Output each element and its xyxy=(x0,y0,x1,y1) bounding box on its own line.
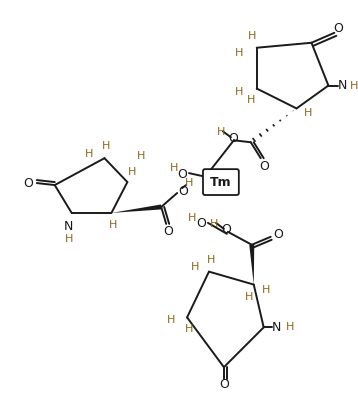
Text: H: H xyxy=(234,48,243,58)
Text: H: H xyxy=(185,178,193,188)
Text: N: N xyxy=(272,321,281,334)
Text: O: O xyxy=(23,177,33,190)
Text: O: O xyxy=(221,223,231,236)
Polygon shape xyxy=(249,245,254,284)
Text: O: O xyxy=(196,217,206,230)
Text: O: O xyxy=(259,160,268,173)
Text: H: H xyxy=(109,220,118,230)
Text: O: O xyxy=(177,167,187,181)
Text: H: H xyxy=(128,167,136,177)
Text: O: O xyxy=(274,228,284,241)
Text: N: N xyxy=(338,79,347,92)
Text: H: H xyxy=(285,322,294,332)
Text: H: H xyxy=(191,261,199,272)
Text: H: H xyxy=(137,151,145,161)
Text: H: H xyxy=(261,284,270,295)
Text: H: H xyxy=(102,141,111,151)
FancyBboxPatch shape xyxy=(203,169,239,195)
Text: H: H xyxy=(234,87,243,96)
Text: H: H xyxy=(167,315,175,325)
Text: H: H xyxy=(248,31,256,41)
Text: O: O xyxy=(178,184,188,198)
Text: H: H xyxy=(350,81,358,90)
Text: H: H xyxy=(217,127,225,137)
Text: O: O xyxy=(219,378,229,391)
Polygon shape xyxy=(111,205,161,213)
Text: H: H xyxy=(188,213,196,223)
Text: H: H xyxy=(84,149,93,159)
Text: H: H xyxy=(170,163,178,173)
Text: O: O xyxy=(228,132,238,145)
Text: H: H xyxy=(207,255,215,265)
Text: H: H xyxy=(64,234,73,244)
Text: O: O xyxy=(333,23,343,35)
Text: H: H xyxy=(245,292,253,301)
Text: H: H xyxy=(304,108,313,118)
Text: Tm: Tm xyxy=(210,175,232,188)
Text: N: N xyxy=(64,220,73,233)
Text: O: O xyxy=(163,225,173,238)
Text: H: H xyxy=(210,219,218,229)
Text: H: H xyxy=(185,324,193,334)
Text: H: H xyxy=(247,96,255,105)
